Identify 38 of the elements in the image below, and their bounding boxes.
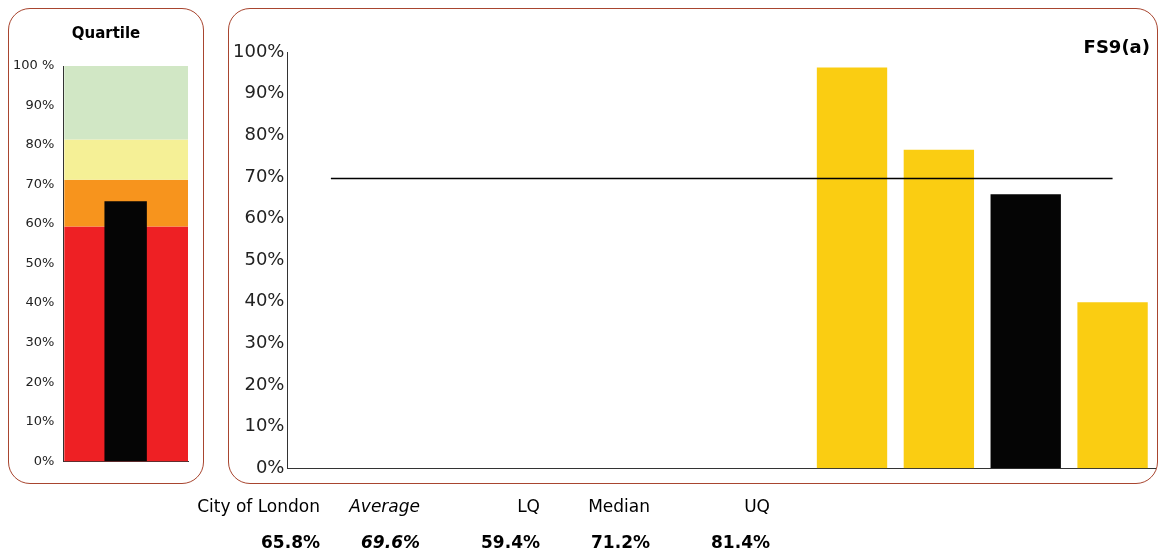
y-tick-label: 60% <box>25 215 55 231</box>
y-tick-label: 80% <box>244 122 285 144</box>
y-tick-label: 90% <box>25 96 55 112</box>
y-tick-label: 40% <box>25 294 55 310</box>
y-tick-label: 30% <box>244 331 285 353</box>
y-tick-label: 70% <box>25 175 55 191</box>
y-tick-label: 20% <box>25 373 55 389</box>
text: 81.4% <box>710 532 770 552</box>
text: City of London <box>196 496 320 516</box>
text: UQ <box>743 496 770 516</box>
y-tick-label: 100 % <box>12 57 55 73</box>
bar <box>903 149 975 469</box>
y-tick-label: 70% <box>244 164 285 186</box>
text: 59.4% <box>480 532 540 552</box>
text: Median <box>587 496 650 516</box>
text: 69.6% <box>360 532 420 552</box>
y-tick-label: 30% <box>25 334 55 350</box>
y-tick-label: 100% <box>232 39 285 61</box>
text: 71.2% <box>590 532 650 552</box>
y-tick-label: 40% <box>244 289 285 311</box>
y-tick-label: 60% <box>244 206 285 228</box>
y-tick-label: 80% <box>25 136 55 152</box>
bar <box>990 194 1061 469</box>
text: 65.8% <box>260 532 320 552</box>
y-tick-label: 0% <box>255 455 285 477</box>
bar <box>816 67 888 469</box>
chart-title: FS9(a) <box>1083 36 1150 57</box>
bar <box>1077 302 1148 469</box>
text: Average <box>347 496 420 516</box>
y-tick-label: 50% <box>244 247 285 269</box>
y-tick-label: 90% <box>244 81 285 103</box>
y-tick-label: 10% <box>244 414 285 436</box>
y-tick-label: 50% <box>25 254 55 270</box>
y-tick-label: 20% <box>244 372 285 394</box>
y-tick-label: 10% <box>25 413 55 429</box>
chart-title: Quartile <box>70 24 142 42</box>
text: LQ <box>516 496 540 516</box>
y-tick-label: 0% <box>33 452 55 468</box>
